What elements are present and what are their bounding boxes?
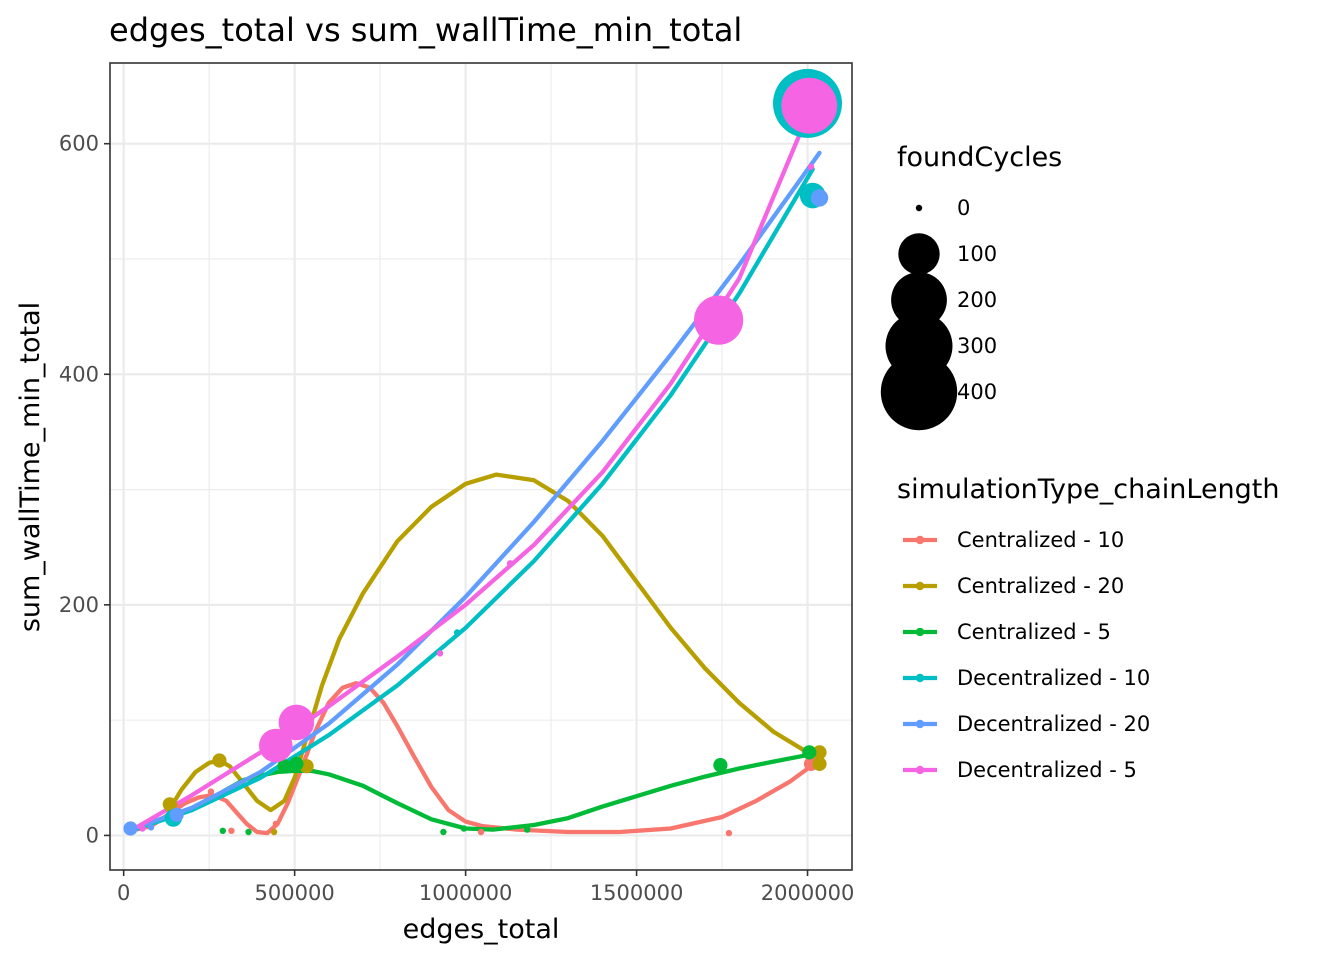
size-legend-label: 400	[957, 380, 997, 404]
data-point	[270, 828, 278, 836]
data-point	[162, 797, 177, 812]
color-legend-point	[915, 581, 925, 591]
color-legend-label: Decentralized - 10	[957, 666, 1150, 690]
x-axis-label: edges_total	[403, 914, 560, 945]
data-point	[810, 189, 829, 207]
color-legend-title: simulationType_chainLength	[897, 474, 1280, 505]
data-point	[245, 828, 252, 836]
data-point	[207, 788, 215, 795]
x-tick-label: 1500000	[590, 881, 684, 905]
data-point	[506, 560, 514, 567]
size-legend-key	[915, 204, 923, 212]
data-point	[277, 759, 292, 774]
data-point	[123, 821, 138, 836]
x-tick-label: 500000	[255, 881, 335, 905]
data-point	[802, 745, 817, 760]
size-legend: foundCycles 0 100 200 300 400	[880, 142, 1062, 431]
data-points	[123, 68, 842, 837]
y-tick-label: 600	[59, 132, 99, 156]
data-point	[453, 629, 461, 636]
color-legend-point	[915, 765, 925, 775]
x-tick-label: 1000000	[419, 881, 513, 905]
data-point	[219, 827, 226, 834]
data-point	[524, 826, 531, 833]
data-point	[272, 820, 279, 828]
color-legend-point	[915, 535, 925, 545]
data-point	[440, 828, 447, 836]
data-point	[212, 753, 227, 768]
size-legend-title: foundCycles	[897, 142, 1062, 173]
data-point	[289, 756, 304, 772]
data-point	[228, 827, 235, 834]
data-point	[477, 828, 485, 836]
y-tick-label: 0	[86, 823, 99, 847]
data-point	[781, 77, 838, 134]
data-point	[812, 756, 827, 772]
data-point	[807, 163, 815, 170]
plot-panel	[110, 63, 852, 870]
size-legend-label: 200	[957, 288, 997, 312]
data-point	[147, 824, 155, 831]
color-legend: simulationType_chainLength Centralized -…	[897, 474, 1280, 782]
color-legend-label: Centralized - 5	[957, 620, 1111, 644]
size-legend-label: 300	[957, 334, 997, 358]
data-point	[278, 704, 315, 741]
data-point	[812, 745, 827, 760]
size-legend-label: 100	[957, 242, 997, 266]
data-point	[694, 295, 744, 345]
smooth-line	[128, 166, 815, 833]
data-point	[139, 825, 146, 832]
plot-panel-border	[109, 62, 853, 871]
size-legend-key	[880, 353, 958, 431]
y-tick-label: 200	[59, 593, 99, 617]
data-point	[259, 728, 293, 763]
data-point	[725, 829, 733, 837]
size-legend-key	[891, 272, 947, 328]
color-legend-label: Centralized - 20	[957, 574, 1124, 598]
size-legend-key	[898, 233, 940, 275]
axis-ticks: 0 500000 1000000 1500000 2000000 0 200 400 600	[59, 132, 854, 905]
chart-title: edges_total vs sum_wallTime_min_total	[109, 11, 742, 49]
smooth-line	[167, 472, 822, 813]
plot-grid	[110, 63, 852, 870]
data-point	[169, 807, 184, 822]
color-legend-point	[915, 673, 925, 683]
x-tick-label: 2000000	[761, 881, 855, 905]
color-legend-point	[915, 627, 925, 637]
color-legend-label: Decentralized - 20	[957, 712, 1150, 736]
data-point	[713, 758, 728, 773]
color-legend-label: Centralized - 10	[957, 528, 1124, 552]
smooth-line	[128, 150, 822, 832]
color-legend-point	[915, 719, 925, 729]
size-legend-label: 0	[957, 196, 970, 220]
data-point	[460, 825, 468, 832]
data-point	[436, 650, 444, 657]
y-axis-label: sum_wallTime_min_total	[15, 302, 46, 632]
color-legend-label: Decentralized - 5	[957, 758, 1137, 782]
smooth-line	[128, 109, 812, 833]
x-tick-label: 0	[117, 881, 130, 905]
y-tick-label: 400	[59, 362, 99, 386]
